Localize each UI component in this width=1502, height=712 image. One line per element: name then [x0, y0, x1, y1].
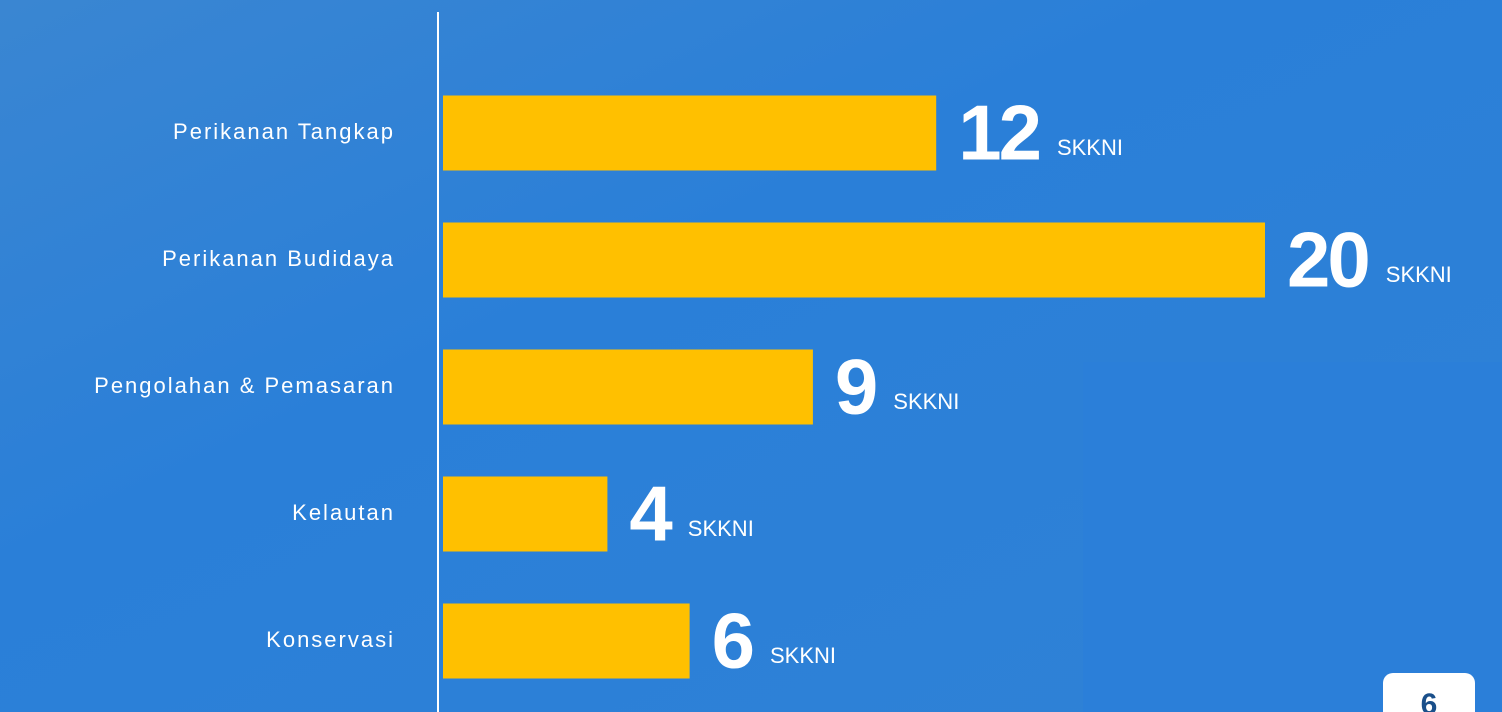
unit-label: SKKNI [770, 643, 836, 668]
page-number-box [1383, 673, 1475, 712]
category-label: Perikanan Tangkap [173, 119, 395, 144]
bar [443, 349, 813, 425]
bar [443, 95, 937, 171]
unit-label: SKKNI [1386, 262, 1452, 287]
bar [443, 222, 1265, 298]
unit-label: SKKNI [1057, 135, 1123, 160]
page-number: 6 [1421, 688, 1438, 712]
unit-label: SKKNI [688, 516, 754, 541]
unit-label: SKKNI [893, 389, 959, 414]
value-label: 4 [629, 470, 672, 558]
category-label: Konservasi [266, 627, 395, 652]
value-label: 12 [958, 89, 1039, 177]
category-label: Perikanan Budidaya [162, 246, 395, 271]
category-label: Pengolahan & Pemasaran [94, 373, 395, 398]
category-label: Kelautan [292, 500, 395, 525]
bar [443, 603, 690, 679]
value-label: 9 [835, 343, 876, 431]
value-label: 20 [1287, 216, 1368, 304]
panel [1083, 362, 1502, 712]
bar [443, 476, 608, 552]
value-label: 6 [712, 597, 753, 685]
